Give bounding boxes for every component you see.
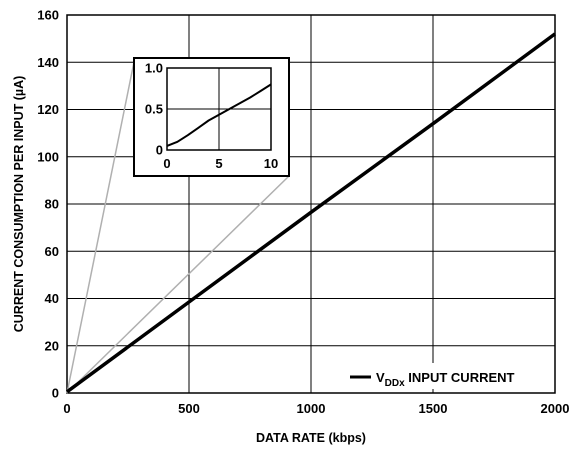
main-y-tick-label: 80 <box>45 197 59 212</box>
main-grid <box>67 15 555 393</box>
legend: VDDx INPUT CURRENT <box>340 363 552 389</box>
x-axis-title: DATA RATE (kbps) <box>256 431 366 445</box>
main-x-tick-label: 1000 <box>297 401 326 416</box>
main-x-tick-label: 500 <box>178 401 200 416</box>
y-axis-title: CURRENT CONSUMPTION PER INPUT (µA) <box>12 76 26 333</box>
main-y-tick-label: 20 <box>45 338 59 353</box>
inset-y-tick-label: 0.5 <box>145 102 163 117</box>
main-y-tick-label: 140 <box>37 55 59 70</box>
main-y-tick-label: 40 <box>45 291 59 306</box>
y-axis-ticks: 0 20 40 60 80 100 120 140 160 <box>37 8 59 401</box>
main-y-tick-label: 160 <box>37 8 59 23</box>
legend-label-rest: INPUT CURRENT <box>405 370 515 385</box>
x-axis-ticks: 0 500 1000 1500 2000 <box>63 401 569 416</box>
inset-grid <box>167 68 271 150</box>
legend-label-sub: DDx <box>385 378 405 389</box>
main-x-tick-label: 0 <box>63 401 70 416</box>
main-y-tick-label: 100 <box>37 149 59 164</box>
inset-y-tick-label: 0 <box>156 143 163 158</box>
inset-plot-frame <box>166 67 272 151</box>
main-x-tick-label: 1500 <box>419 401 448 416</box>
legend-label-main: V <box>376 370 385 385</box>
inset-x-tick-label: 10 <box>264 156 278 171</box>
inset-box <box>133 57 290 177</box>
inset-chart: 0 5 10 0 0.5 1.0 <box>133 57 290 177</box>
inset-x-tick-label: 5 <box>215 156 222 171</box>
inset-series-layer <box>166 83 272 147</box>
zoom-guide-lines <box>66 61 290 394</box>
main-series-layer <box>65 32 557 394</box>
main-y-tick-label: 120 <box>37 102 59 117</box>
main-plot-frame <box>66 14 556 394</box>
inset-x-ticks: 0 5 10 <box>163 156 278 171</box>
inset-y-ticks: 0 0.5 1.0 <box>145 61 163 158</box>
main-y-tick-label: 0 <box>52 386 59 401</box>
main-x-tick-label: 2000 <box>541 401 570 416</box>
inset-series-line <box>166 83 272 147</box>
legend-label: VDDx INPUT CURRENT <box>376 370 515 389</box>
inset-x-tick-label: 0 <box>163 156 170 171</box>
main-series-line <box>65 32 557 394</box>
main-y-tick-label: 60 <box>45 244 59 259</box>
inset-y-tick-label: 1.0 <box>145 61 163 76</box>
